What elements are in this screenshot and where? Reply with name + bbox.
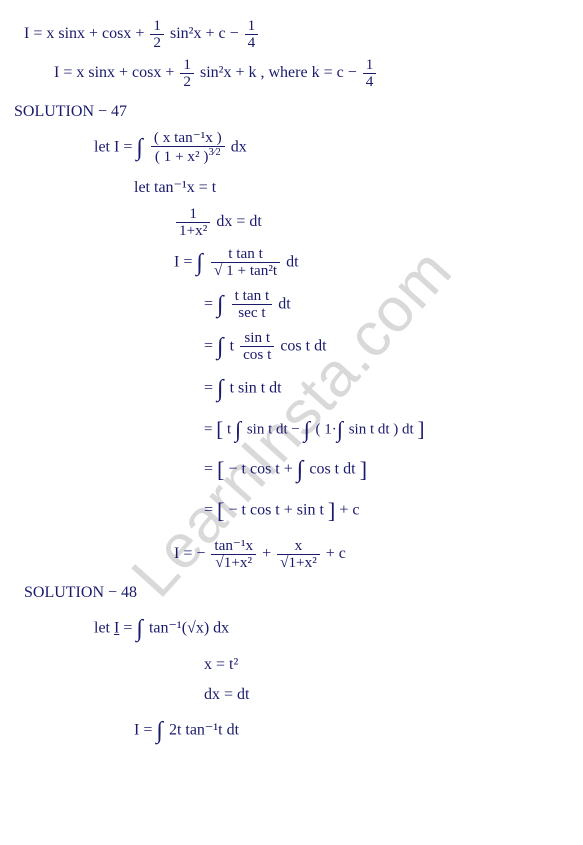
eq-47-define: let I = ∫ ( x tan⁻¹x ) ( 1 + x² )3⁄2 dx [94, 130, 571, 166]
eq-47-sub: let tan⁻¹x = t [134, 176, 571, 200]
eq-48-sub1: x = t² [204, 653, 571, 677]
heading-solution-48: SOLUTION − 48 [24, 581, 571, 605]
eq-47-step7: = [ − t cos t + sin t ] + c [204, 494, 571, 528]
line-result-1: I = x sinx + cosx + 12 sin²x + c − 14 [24, 18, 571, 51]
integral-icon: ∫ [136, 611, 143, 647]
eq-47-final: I = − tan⁻¹x√1+x² + x√1+x² + c [174, 538, 571, 571]
integral-icon: ∫ [297, 452, 304, 488]
integral-icon: ∫ [196, 245, 203, 281]
eq-47-step4: = ∫ t sin t dt [204, 371, 571, 407]
document-body: I = x sinx + cosx + 12 sin²x + c − 14 I … [24, 18, 571, 749]
integral-icon: ∫ [217, 329, 224, 365]
eq-47-step3: = ∫ t sin tcos t cos t dt [204, 329, 571, 365]
heading-solution-47: SOLUTION − 47 [14, 100, 571, 124]
eq-48-sub2: dx = dt [204, 683, 571, 707]
eq-47-step5: = [ t ∫ sin t dt − ∫ ( 1·∫ sin t dt ) dt… [204, 413, 571, 447]
eq-47-step2: = ∫ t tan tsec t dt [204, 287, 571, 323]
integral-icon: ∫ [235, 413, 241, 447]
eq-47-step6: = [ − t cos t + ∫ cos t dt ] [204, 452, 571, 488]
eq-47-dt: 11+x² dx = dt [174, 206, 571, 239]
integral-icon: ∫ [217, 371, 224, 407]
eq-48-define: let I = ∫ tan⁻¹(√x) dx [94, 611, 571, 647]
eq-47-step1: I = ∫ t tan t√ 1 + tan²t dt [174, 245, 571, 281]
integral-icon: ∫ [136, 130, 143, 166]
eq-48-final: I = ∫ 2t tan⁻¹t dt [134, 713, 571, 749]
line-result-2: I = x sinx + cosx + 12 sin²x + k , where… [54, 57, 571, 90]
integral-icon: ∫ [156, 713, 163, 749]
integral-icon: ∫ [337, 413, 343, 447]
integral-icon: ∫ [304, 413, 310, 447]
integral-icon: ∫ [217, 287, 224, 323]
